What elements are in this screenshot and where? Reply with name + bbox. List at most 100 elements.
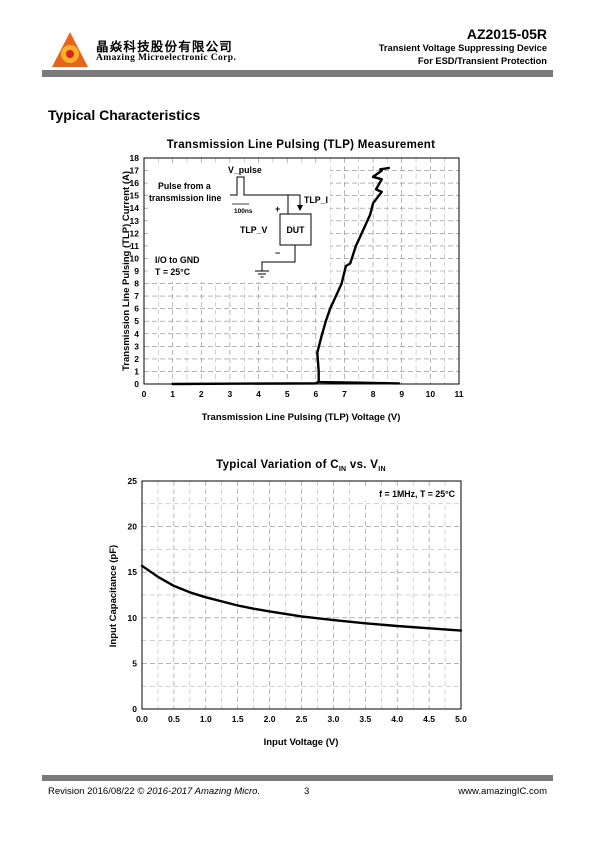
revision-date: Revision 2016/08/22 <box>48 786 135 797</box>
series-line-1 <box>317 380 401 385</box>
x-tick-label: 10 <box>426 389 436 399</box>
y-tick-label: 18 <box>130 153 140 163</box>
series-line-0 <box>140 564 463 632</box>
tlp-chart: Transmission Line Pulsing (TLP) Measurem… <box>121 139 464 423</box>
y-tick-label: 10 <box>130 253 140 263</box>
tlp-tick-labels: 0 1 2 3 4 5 6 7 8 9 10 1101234567891011121314151617… <box>130 153 464 399</box>
y-tick-label: 6 <box>134 304 139 314</box>
series-line-0 <box>171 166 390 386</box>
x-tick-label: 6 <box>313 389 318 399</box>
y-tick-label: 5 <box>132 658 137 668</box>
inset-pulse-line2: transmission line <box>149 193 221 203</box>
tlp-data-lines <box>171 166 401 386</box>
company-name-chinese: 晶焱科技股份有限公司 <box>96 39 234 54</box>
x-tick-label: 0 <box>142 389 147 399</box>
inset-current-wire <box>288 194 301 207</box>
cap-x-axis-label: Input Voltage (V) <box>264 737 339 748</box>
x-tick-label: 0.0 <box>136 714 148 724</box>
x-tick-label: 0.5 <box>168 714 180 724</box>
x-tick-label: 4 <box>256 389 261 399</box>
y-tick-label: 11 <box>130 241 139 251</box>
y-tick-label: 15 <box>128 567 138 577</box>
part-number: AZ2015-05R <box>466 26 547 42</box>
footer-divider <box>42 775 553 781</box>
device-description-line1: Transient Voltage Suppressing Device <box>378 43 547 53</box>
y-tick-label: 0 <box>132 704 137 714</box>
y-tick-label: 3 <box>134 341 139 351</box>
copyright: © 2016-2017 Amazing Micro. <box>137 786 261 797</box>
inset-temperature-label: T = 25°C <box>155 267 191 277</box>
x-tick-label: 9 <box>399 389 404 399</box>
section-title: Typical Characteristics <box>48 107 201 123</box>
website-link[interactable]: www.amazingIC.com <box>458 786 547 797</box>
x-tick-label: 3.0 <box>327 714 339 724</box>
y-tick-label: 2 <box>134 354 139 364</box>
y-tick-label: 15 <box>130 191 140 201</box>
page-number: 3 <box>304 786 310 797</box>
tlp-chart-title: Transmission Line Pulsing (TLP) Measurem… <box>167 139 436 151</box>
x-tick-label: 3.5 <box>359 714 371 724</box>
x-tick-label: 11 <box>455 389 464 399</box>
inset-tlp-i-label: TLP_I <box>304 195 328 205</box>
inset-plus-sign: + <box>275 204 280 214</box>
y-tick-label: 20 <box>128 522 138 532</box>
x-tick-label: 5.0 <box>455 714 467 724</box>
cap-y-axis-label: Input Capacitance (pF) <box>108 545 119 647</box>
y-tick-label: 25 <box>128 476 138 486</box>
cap-tick-labels: 0.0 0.5 1.0 1.5 2.0 2.5 3.0 3.5 4.0 4.5 5.0 0 5 10 15 2… <box>128 476 468 724</box>
x-tick-label: 2.0 <box>264 714 276 724</box>
tlp-plot-frame <box>143 157 460 385</box>
y-tick-label: 4 <box>134 329 139 339</box>
y-tick-label: 1 <box>134 366 139 376</box>
inset-io-label: I/O to GND <box>155 255 199 265</box>
inset-tlp-v-label: TLP_V <box>240 225 268 235</box>
inset-v-pulse-label: V_pulse <box>228 165 262 175</box>
inset-pulse-line1: Pulse from a <box>158 181 211 191</box>
cap-grid <box>142 481 461 709</box>
x-tick-label: 1.0 <box>200 714 212 724</box>
x-tick-label: 8 <box>371 389 376 399</box>
inset-dut-box <box>279 213 312 246</box>
company-logo <box>52 32 88 67</box>
cap-annotation-background <box>361 487 453 501</box>
y-tick-label: 17 <box>130 166 140 176</box>
tlp-y-axis-label: Transmission Line Pulsing (TLP) Current … <box>121 171 132 371</box>
x-tick-label: 2.5 <box>296 714 308 724</box>
x-tick-label: 3 <box>228 389 233 399</box>
header-divider <box>42 70 553 77</box>
tlp-test-circuit-inset: V_pulse Pulse from a transmission line 1… <box>148 164 330 282</box>
x-tick-label: 7 <box>342 389 347 399</box>
capacitance-chart: Typical Variation of CIN vs. VIN f = 1MH… <box>108 459 468 748</box>
x-tick-label: 1 <box>170 389 175 399</box>
y-tick-label: 5 <box>134 316 139 326</box>
x-tick-label: 4.5 <box>423 714 435 724</box>
x-tick-label: 5 <box>285 389 290 399</box>
cap-plot-frame <box>141 480 462 710</box>
inset-ground-wire <box>261 245 296 271</box>
x-tick-label: 1.5 <box>232 714 244 724</box>
x-tick-label: 4.0 <box>391 714 403 724</box>
inset-minus-sign: − <box>275 248 280 258</box>
device-description-line2: For ESD/Transient Protection <box>417 56 547 66</box>
inset-pulse-width: 100ns <box>234 208 253 215</box>
y-tick-label: 0 <box>134 379 139 389</box>
x-tick-label: 2 <box>199 389 204 399</box>
cap-data-lines <box>140 564 463 632</box>
y-tick-label: 12 <box>130 228 140 238</box>
inset-dut-label: DUT <box>286 225 305 235</box>
y-tick-label: 14 <box>130 203 140 213</box>
y-tick-label: 13 <box>130 216 140 226</box>
y-tick-label: 8 <box>134 279 139 289</box>
footer-revision: Revision 2016/08/22 © 2016-2017 Amazing … <box>48 786 260 797</box>
y-tick-label: 10 <box>128 613 138 623</box>
tlp-x-axis-label: Transmission Line Pulsing (TLP) Voltage … <box>202 412 401 423</box>
y-tick-label: 9 <box>134 266 139 276</box>
inset-current-arrow <box>297 205 303 211</box>
y-tick-label: 7 <box>134 291 139 301</box>
cap-chart-title: Typical Variation of CIN vs. VIN <box>216 459 386 473</box>
logo-core <box>66 50 74 58</box>
cap-annotation: f = 1MHz, T = 25°C <box>379 489 456 499</box>
y-tick-label: 16 <box>130 178 140 188</box>
company-name-english: Amazing Microelectronic Corp. <box>96 53 237 63</box>
inset-pulse-waveform <box>230 176 288 196</box>
